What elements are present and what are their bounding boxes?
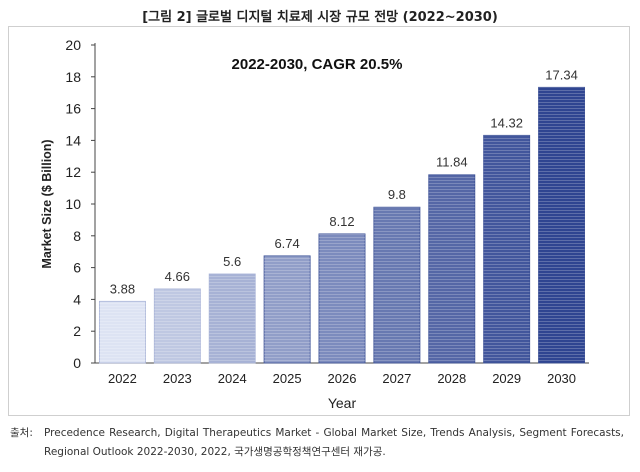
y-tick-label: 0 [73,355,81,371]
x-tick-label-2023: 2023 [163,371,192,386]
x-tick-label-2028: 2028 [437,371,466,386]
y-tick-label: 16 [65,101,81,117]
x-tick-label-2027: 2027 [382,371,411,386]
x-tick-label-2026: 2026 [328,371,357,386]
x-tick-label-2024: 2024 [218,371,247,386]
bar-texture-2026 [318,233,366,363]
y-tick-label: 18 [65,69,81,85]
data-label-2024: 5.6 [223,254,241,269]
figure-title: [그림 2] 글로벌 디지털 치료제 시장 규모 전망 (2022~2030) [142,10,498,25]
y-tick-label: 10 [65,196,81,212]
bar-texture-2028 [428,174,475,363]
y-tick-label: 4 [73,291,81,307]
x-tick-label-2025: 2025 [273,371,302,386]
chart-title: 2022-2030, CAGR 20.5% [232,56,403,73]
bar-texture-2023 [154,288,201,363]
data-label-2028: 11.84 [436,155,468,170]
y-tick-label: 14 [65,132,81,148]
bar-texture-2029 [483,135,530,363]
data-label-2029: 14.32 [490,115,523,130]
source-note: 출처: Precedence Research, Digital Therapeu… [10,424,626,462]
y-tick-label: 8 [73,228,81,244]
bar-texture-2022 [99,301,146,363]
bar-texture-2025 [264,255,311,363]
data-label-2022: 3.88 [110,281,135,296]
x-tick-label-2030: 2030 [547,371,576,386]
bar-texture-2027 [373,207,420,363]
data-label-2025: 6.74 [274,236,299,251]
x-tick-label-2029: 2029 [492,371,521,386]
bar-chart: 0 2 4 6 8 10 12 14 16 18 20 3.88 2022 4.66 2023 5.6 2024… [40,37,589,411]
data-label-2027: 9.8 [388,187,406,202]
data-label-2030: 17.34 [545,67,578,82]
chart-container: 0 2 4 6 8 10 12 14 16 18 20 3.88 2022 4.66 2023 5.6 2024… [8,26,630,416]
x-axis-label: Year [328,395,357,411]
bar-texture-2024 [209,273,256,363]
bar-texture-2030 [538,87,585,363]
y-tick-label: 6 [73,260,81,276]
x-tick-label-2022: 2022 [108,371,137,386]
data-label-2023: 4.66 [165,269,190,284]
y-tick-label: 12 [65,164,81,180]
source-text: Precedence Research, Digital Therapeutic… [44,427,624,458]
y-tick-label: 2 [73,323,81,339]
data-label-2026: 8.12 [329,214,354,229]
source-label: 출처: [10,427,33,439]
y-axis-label: Market Size ($ Billion) [40,139,54,268]
y-tick-label: 20 [65,37,81,53]
